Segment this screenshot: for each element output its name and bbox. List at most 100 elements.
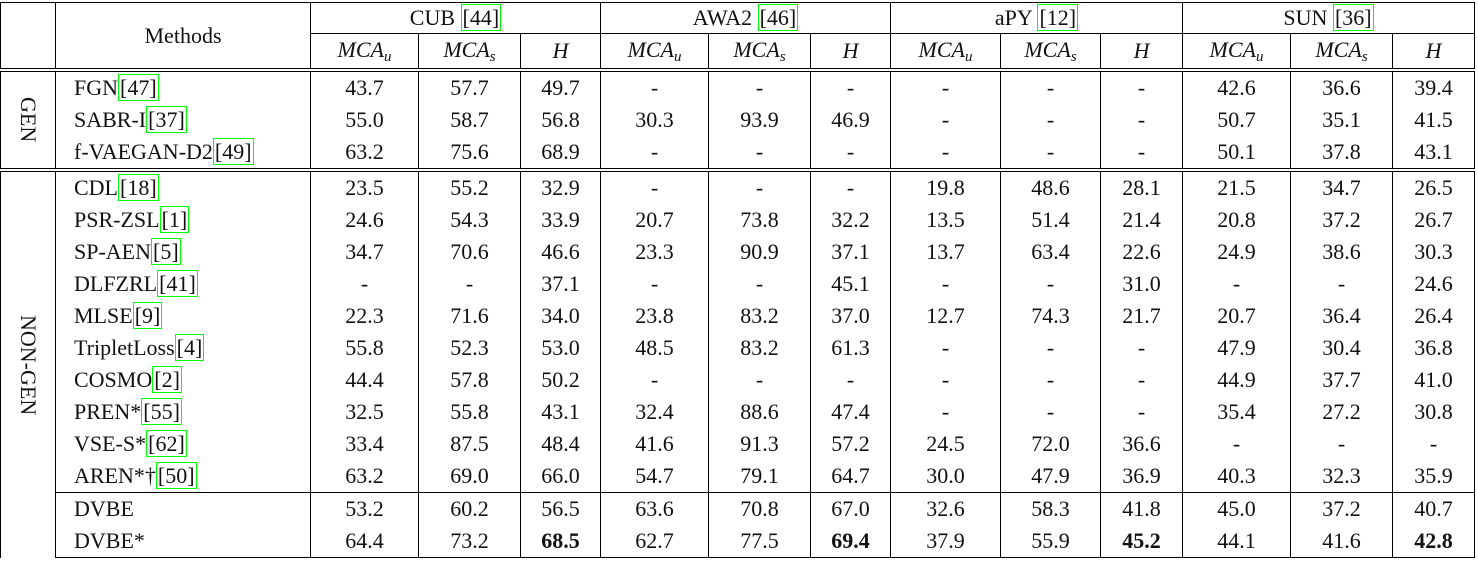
citation: [50] [155,462,197,489]
value: 24.6 [345,207,384,232]
value: 48.5 [635,335,674,360]
value: 63.4 [1031,239,1070,264]
value-cell: - [310,268,419,300]
value: - [1046,139,1055,164]
value: 28.1 [1122,175,1161,200]
value-cell: 61.3 [810,332,892,364]
value: 83.2 [740,303,779,328]
value: 32.4 [635,399,674,424]
value: 43.1 [1414,139,1453,164]
value: 64.7 [831,463,870,488]
value-cell: - [890,396,1002,428]
value-cell: 35.1 [1290,104,1394,136]
value-cell: 47.9 [1182,332,1292,364]
value-cell: - [1000,104,1102,136]
value: - [846,175,855,200]
value: 31.0 [1122,271,1161,296]
method-cell: f-VAEGAN-D2[49] [55,136,311,171]
value-cell: 48.6 [1000,168,1102,204]
value-cell: 26.4 [1392,300,1476,332]
value: - [1429,431,1438,456]
value: 47.9 [1031,463,1070,488]
method-cell: DVBE* [55,525,311,558]
value: - [1337,431,1346,456]
value: 41.6 [635,431,674,456]
value-cell: - [1290,268,1394,300]
value: 22.6 [1122,239,1161,264]
metric-header: H [810,33,892,72]
value: 56.5 [541,496,580,521]
citation: [62] [146,430,187,457]
value: 27.2 [1322,399,1361,424]
value-cell: 22.6 [1100,236,1184,268]
method-name: PSR-ZSL [74,207,160,232]
dataset-header: aPY [12] [890,2,1184,34]
value: 68.9 [541,139,580,164]
value-cell: - [1290,428,1394,460]
value: - [1046,367,1055,392]
value-cell: 20.7 [1182,300,1292,332]
value-cell: 37.2 [1290,492,1394,525]
value-cell: - [600,364,710,396]
metric-name: MCA [733,36,780,62]
value-cell: 55.2 [418,168,521,204]
citation: [41] [157,270,198,297]
value-cell: 30.4 [1290,332,1394,364]
data-row: DVBE* 64.4 73.2 68.5 62.7 77.5 69.4 37.9 55.9 45.… [1,525,1476,558]
value: 41.5 [1414,107,1453,132]
value-cell: 57.2 [810,428,892,460]
value-cell: 30.3 [1392,236,1476,268]
value: 37.1 [541,271,580,296]
value: 62.7 [635,528,674,553]
value: 57.8 [450,367,489,392]
value-cell: 30.3 [600,104,710,136]
value: 34.7 [345,239,384,264]
method-name: SABR-I [74,107,147,132]
data-row: SP-AEN[5] 34.7 70.6 46.6 23.3 90.9 37.1 13.7 63.… [1,236,1476,268]
method-cell: TripletLoss[4] [55,332,311,364]
value: 32.3 [1322,463,1361,488]
value: 46.9 [831,107,870,132]
metric-header: MCAs [708,33,812,72]
value-cell: - [708,168,812,204]
metric-header: H [1392,33,1476,72]
data-row: PSR-ZSL[1] 24.6 54.3 33.9 20.7 73.8 32.2 13.5 51… [1,204,1476,236]
dataset-name: AWA2 [692,5,753,30]
value-cell: 48.4 [519,428,602,460]
value-cell: 37.8 [1290,136,1394,171]
value: 23.3 [635,239,674,264]
metric-name: MCA [1209,36,1256,62]
value-cell: 20.8 [1182,204,1292,236]
citation: [4] [174,334,205,361]
citation: [18] [118,174,159,201]
value-cell: - [810,68,892,104]
value-cell: 35.4 [1182,396,1292,428]
value: 32.9 [541,175,580,200]
value: 55.9 [1031,528,1070,553]
value-cell: 83.2 [708,332,812,364]
value-cell: 23.8 [600,300,710,332]
value-cell: 75.6 [418,136,521,171]
value-cell: 44.1 [1182,525,1292,558]
value: 24.9 [1217,239,1256,264]
citation: [44] [460,4,502,31]
value: 30.4 [1322,335,1361,360]
value: 83.2 [740,335,779,360]
metric-header: H [1100,33,1184,72]
dataset-name: aPY [994,5,1032,30]
data-row: PREN*[55] 32.5 55.8 43.1 32.4 88.6 47.4 - - - 35.4… [1,396,1476,428]
value: 26.4 [1414,303,1453,328]
value-cell: - [810,136,892,171]
method-name: AREN*† [74,463,156,488]
metric-header: MCAu [890,33,1002,72]
value-cell: 47.9 [1000,460,1102,493]
value: 13.7 [926,239,965,264]
value-cell: 42.8 [1392,525,1476,558]
value: 61.3 [831,335,870,360]
value: 55.8 [450,399,489,424]
value: 40.3 [1217,463,1256,488]
value-cell: 31.0 [1100,268,1184,300]
value: 37.2 [1322,496,1361,521]
value-cell: 21.5 [1182,168,1292,204]
value-cell: 91.3 [708,428,812,460]
